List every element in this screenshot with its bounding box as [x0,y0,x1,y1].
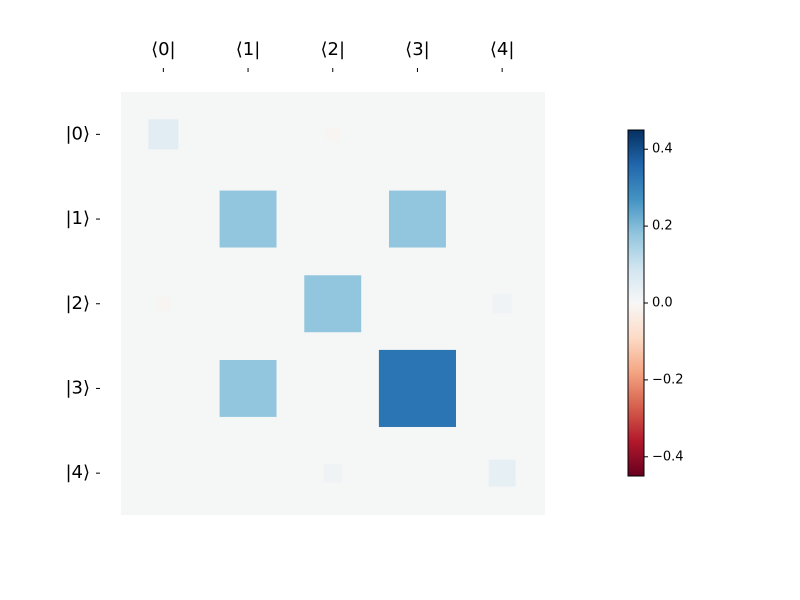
colorbar-tick-label: 0.0 [652,296,673,311]
y-tick-label: |0⟩ [65,123,90,144]
colorbar-tick-label: 0.4 [652,142,673,157]
colorbar [627,129,645,477]
colorbar-tick-label: −0.2 [652,372,684,387]
colorbar-tick-label: −0.4 [652,449,684,464]
hinton-square [492,294,512,314]
hinton-square [148,119,179,150]
hinton-square [323,463,343,483]
hinton-square [378,349,456,427]
hinton-square [388,190,446,248]
x-tick-label: ⟨3| [405,39,430,60]
x-tick-label: ⟨2| [320,39,345,60]
hinton-square [304,275,362,333]
hinton-square [219,190,277,248]
x-tick-label: ⟨0| [151,39,176,60]
hinton-square [326,127,340,142]
hinton-square [156,297,171,311]
y-tick-label: |2⟩ [65,293,90,314]
x-tick-label: ⟨1| [236,39,261,60]
colorbar-tick-label: 0.2 [652,219,673,234]
y-tick-label: |4⟩ [65,462,90,483]
hinton-square [488,459,516,487]
hinton-square [219,359,277,417]
y-tick-label: |1⟩ [65,208,90,229]
x-tick-label: ⟨4| [490,39,515,60]
y-tick-label: |3⟩ [65,377,90,398]
